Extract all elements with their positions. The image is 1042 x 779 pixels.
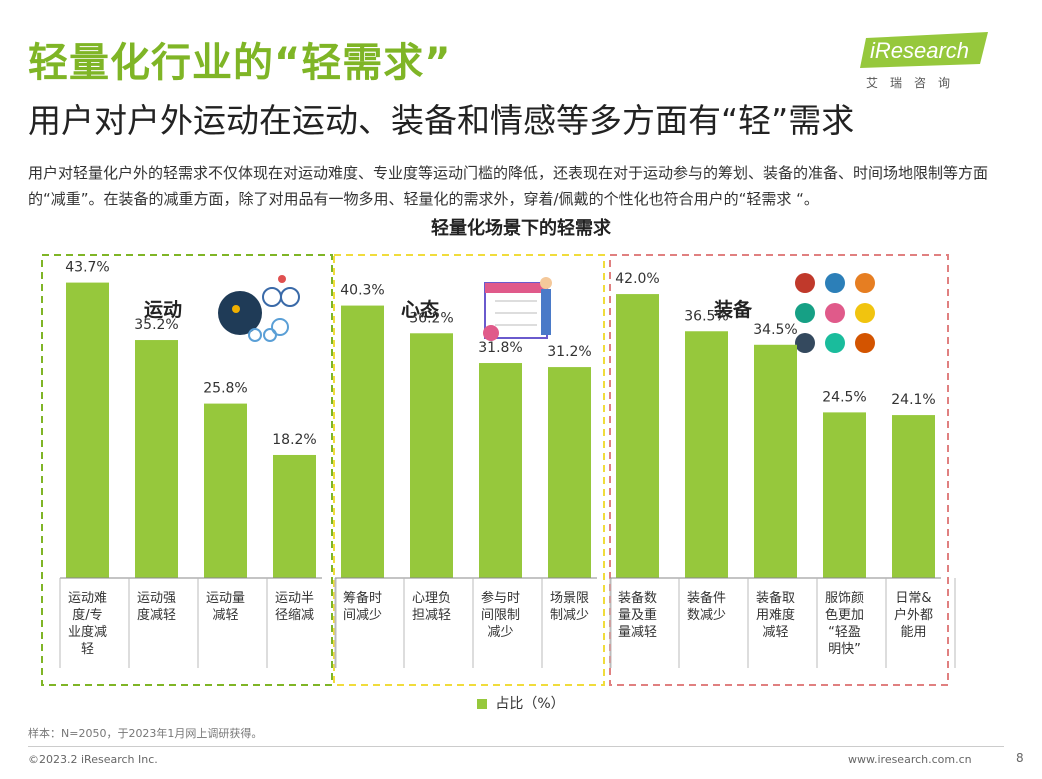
group-box-2 [333, 254, 605, 686]
outdoor-gear-icon [795, 273, 875, 353]
website-link[interactable]: www.iresearch.com.cn [848, 753, 972, 766]
group-box-1 [41, 254, 333, 686]
page-number: 8 [1016, 751, 1024, 765]
chart-title: 轻量化场景下的轻需求 [431, 218, 611, 239]
copyright-text: ©2023.2 iResearch Inc. [28, 753, 158, 766]
logo-brand: iResearch [870, 38, 969, 63]
bar [410, 333, 453, 578]
bar [754, 344, 797, 578]
category-label: 运动强度减轻 [137, 591, 176, 623]
page-title: 轻量化行业的“轻需求” [28, 40, 452, 86]
category-label: 参与时间限制减少 [481, 590, 520, 640]
value-label: 24.1% [891, 392, 935, 408]
calendar-planning-icon [483, 277, 552, 341]
category-label: 服饰颜色更加“轻盈明快” [825, 590, 864, 657]
chart-legend: 占比（%） [0, 693, 1042, 713]
bar [135, 340, 178, 578]
sample-note: 样本：N=2050，于2023年1月网上调研获得。 [28, 727, 263, 740]
page-subtitle: 用户对户外运动在运动、装备和情感等多方面有“轻”需求 [28, 101, 855, 140]
intro-paragraph: 用户对轻量化户外的轻需求不仅体现在对运动难度、专业度等运动门槛的降低，还表现在对… [28, 164, 989, 208]
footer-divider [28, 746, 1004, 747]
bar [892, 415, 935, 578]
group-title: 运动 [144, 299, 182, 321]
iresearch-logo: iResearch 艾瑞咨询 [856, 30, 992, 90]
category-label: 筹备时间减少 [343, 590, 382, 623]
category-label: 运动量减轻 [206, 591, 245, 623]
legend-swatch [477, 699, 488, 709]
value-label: 24.5% [822, 389, 866, 405]
value-label: 31.8% [478, 340, 522, 356]
bar [616, 294, 659, 578]
group-box-3 [609, 254, 949, 686]
category-label: 日常&户外都能用 [894, 591, 933, 640]
group-title: 心态 [401, 298, 439, 321]
cycling-icon [218, 275, 300, 342]
value-label: 25.8% [203, 381, 247, 397]
bar [479, 363, 522, 578]
legend-label: 占比（%） [495, 696, 565, 712]
value-label: 36.2% [409, 310, 453, 326]
bar [548, 367, 591, 578]
value-label: 40.3% [340, 283, 384, 299]
value-label: 43.7% [65, 260, 109, 276]
category-label: 运动难度/专业度减轻 [68, 591, 107, 657]
category-label: 场景限制减少 [550, 591, 589, 623]
logo-graphic: iResearch [860, 32, 988, 68]
group-title: 装备 [713, 298, 753, 321]
bar [823, 412, 866, 578]
category-label: 装备数量及重量减轻 [618, 590, 657, 640]
value-label: 18.2% [272, 432, 316, 448]
value-label: 36.5% [684, 308, 728, 324]
category-label: 心理负担减轻 [412, 591, 451, 623]
bar [273, 454, 316, 578]
logo-cn-text: 艾瑞咨询 [866, 76, 963, 90]
value-label: 31.2% [547, 344, 591, 360]
bar [341, 305, 384, 578]
value-label: 34.5% [753, 322, 797, 338]
bar [66, 282, 109, 578]
value-label: 42.0% [615, 271, 659, 287]
category-label: 运动半径缩减 [275, 591, 314, 623]
bar [204, 403, 247, 578]
category-label: 装备件数减少 [687, 590, 726, 623]
bar [685, 331, 728, 578]
category-label: 装备取用难度减轻 [756, 590, 795, 640]
value-label: 35.2% [134, 317, 178, 333]
